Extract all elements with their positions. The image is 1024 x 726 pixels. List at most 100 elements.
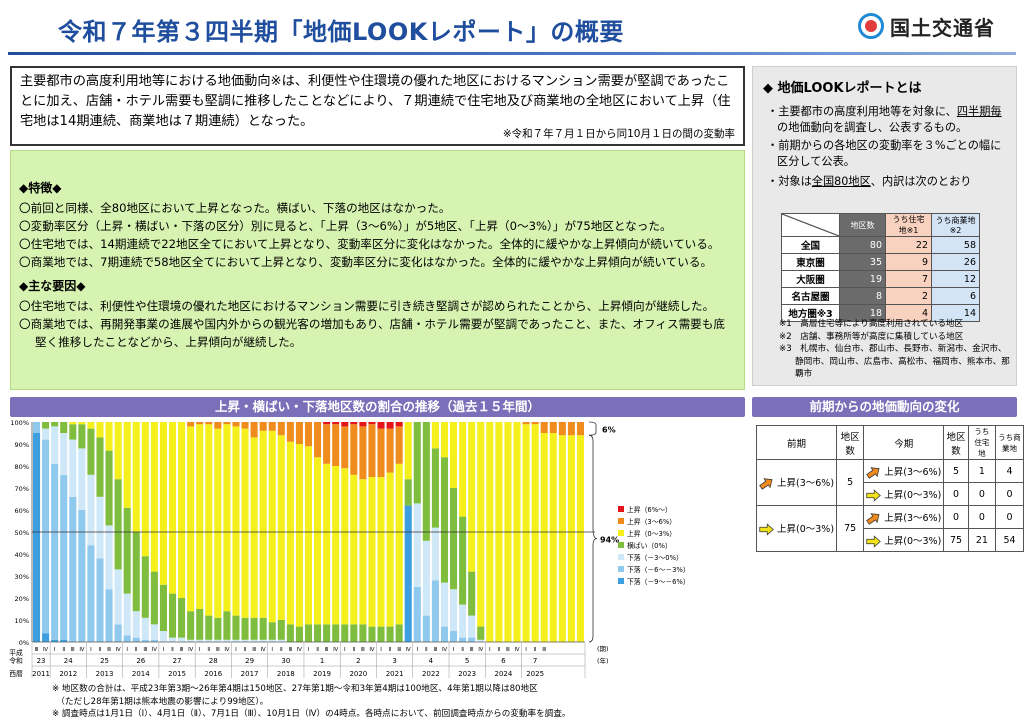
bar-segment [404, 505, 412, 642]
bar-segment [540, 422, 548, 433]
seireki-label: 2020 [349, 670, 367, 678]
feature-item: 〇住宅地では、14期連続で22地区全てにおいて上昇となり、変動率区分に変化はなか… [19, 237, 720, 251]
bar-segment [477, 639, 485, 642]
bar-segment [395, 463, 403, 625]
prev-count-cell: 75 [836, 505, 865, 552]
bar-segment [241, 428, 249, 618]
year-label: 3 [392, 657, 396, 665]
bar-segment [277, 422, 285, 436]
bar-segment [558, 422, 566, 436]
y-tick-label: 20% [15, 595, 29, 603]
bar-segment [549, 422, 557, 433]
current-period-cell: 上昇(0～3%) [863, 528, 945, 552]
quarter-label: Ⅲ [71, 647, 75, 653]
bar-segment [105, 589, 113, 642]
bar-segment [404, 479, 412, 506]
bar-segment [377, 422, 385, 429]
bar-segment [440, 626, 449, 642]
bar-segment [96, 558, 104, 642]
bar-segment [205, 615, 213, 640]
chart-header: 上昇・横ばい・下落地区数の割合の推移（過去１５年間） [10, 397, 745, 417]
bar-segment [214, 617, 222, 640]
bar-segment [196, 424, 204, 609]
quarter-label: Ⅲ [252, 647, 256, 653]
bar-segment [168, 422, 177, 594]
legend-label: 上昇（6%～） [627, 505, 672, 514]
legend-label: 上昇（0～3%） [627, 529, 676, 538]
quarter-label: Ⅳ [478, 647, 484, 653]
bar-segment [468, 637, 476, 642]
year-label: 2 [356, 657, 360, 665]
seireki-label: 2017 [241, 670, 259, 678]
bar-segment [304, 422, 313, 447]
bar-segment [477, 626, 485, 640]
bar-segment [286, 441, 294, 625]
bar-segment [223, 424, 231, 612]
bar-segment [295, 422, 303, 444]
info-note: ※1 高層住宅等により高度利用されている地区 [779, 319, 964, 329]
summary-note: ※令和７年７月１日から同10月１日の間の変動率 [502, 128, 735, 140]
bar-segment [386, 472, 394, 627]
commercial-cell: 54 [995, 528, 1024, 552]
table-row: 全国 80 22 58 [781, 236, 980, 254]
year-label: 30 [281, 657, 290, 665]
bar-segment [576, 435, 585, 642]
footnote: ※ 調査時点は1月1日（Ⅰ）、4月1日（Ⅱ）、7月1日（Ⅲ）、10月1日（Ⅳ）の… [52, 709, 571, 719]
bar-segment [187, 639, 195, 642]
table-header: うち住宅地 [967, 425, 997, 460]
quarter-label: Ⅳ [261, 647, 267, 653]
bar-segment [60, 639, 68, 642]
bar-segment [87, 428, 95, 475]
change-table: 前期 地区数 今期 地区数 うち住宅地 うち商業地 上昇(3～6%) 5 上昇(3～… [755, 425, 1024, 552]
bar-segment [241, 422, 249, 429]
bar-segment [359, 426, 367, 480]
seireki-label: 2015 [168, 670, 186, 678]
quarter-label: Ⅳ [442, 647, 448, 653]
bar-segment [450, 488, 458, 590]
bar-segment [386, 626, 394, 642]
bar-segment [468, 422, 476, 572]
bar-segment [440, 457, 449, 583]
bar-segment [531, 422, 539, 425]
bar-segment [178, 422, 186, 598]
table-row: 上昇(0～3%) 0 0 0 [757, 482, 1024, 506]
footnote: ※ 地区数の合計は、平成23年第3期～26年第4期は150地区、27年第1期～令… [52, 684, 538, 694]
bar-segment [522, 424, 530, 642]
quarter-label: Ⅲ [35, 647, 39, 653]
year-label: 5 [465, 657, 469, 665]
seireki-label: 2022 [422, 670, 440, 678]
bar-segment [78, 448, 86, 510]
bar-segment [150, 571, 158, 625]
bar-segment [196, 609, 204, 640]
bar-segment [141, 617, 149, 640]
bar-segment [277, 620, 285, 640]
seireki-label: 2021 [386, 670, 404, 678]
bar-segment [205, 639, 213, 642]
year-label: 28 [209, 657, 218, 665]
bar-segment [78, 422, 86, 425]
bar-segment [413, 503, 421, 587]
bar-segment [531, 424, 539, 642]
quarter-label: Ⅰ [525, 647, 527, 653]
bar-segment [395, 426, 403, 464]
quarter-label: Ⅳ [224, 647, 230, 653]
bar-segment [295, 444, 303, 627]
bar-segment [87, 545, 95, 642]
table-row: 上昇(0～3%) 75 上昇(3～6%) 0 0 0 [755, 505, 1024, 552]
bar-segment [341, 468, 349, 625]
bar-segment [214, 639, 222, 642]
bar-segment [69, 439, 77, 497]
quarter-label: Ⅱ [280, 647, 283, 653]
bar-segment [42, 428, 50, 440]
bar-segment [232, 615, 240, 640]
bar-segment [350, 624, 358, 642]
bar-segment [459, 422, 467, 517]
year-label: 4 [429, 657, 434, 665]
quarter-label: Ⅳ [43, 647, 49, 653]
quarter-label: Ⅱ [389, 647, 392, 653]
quarter-label: Ⅰ [416, 647, 418, 653]
bar-segment [114, 479, 122, 570]
summary-box: 主要都市の高度利用地等における地価動向※は、利便性や住環境の優れた地区におけるマ… [10, 66, 745, 146]
quarter-label: Ⅰ [380, 647, 382, 653]
bar-segment [123, 635, 131, 642]
